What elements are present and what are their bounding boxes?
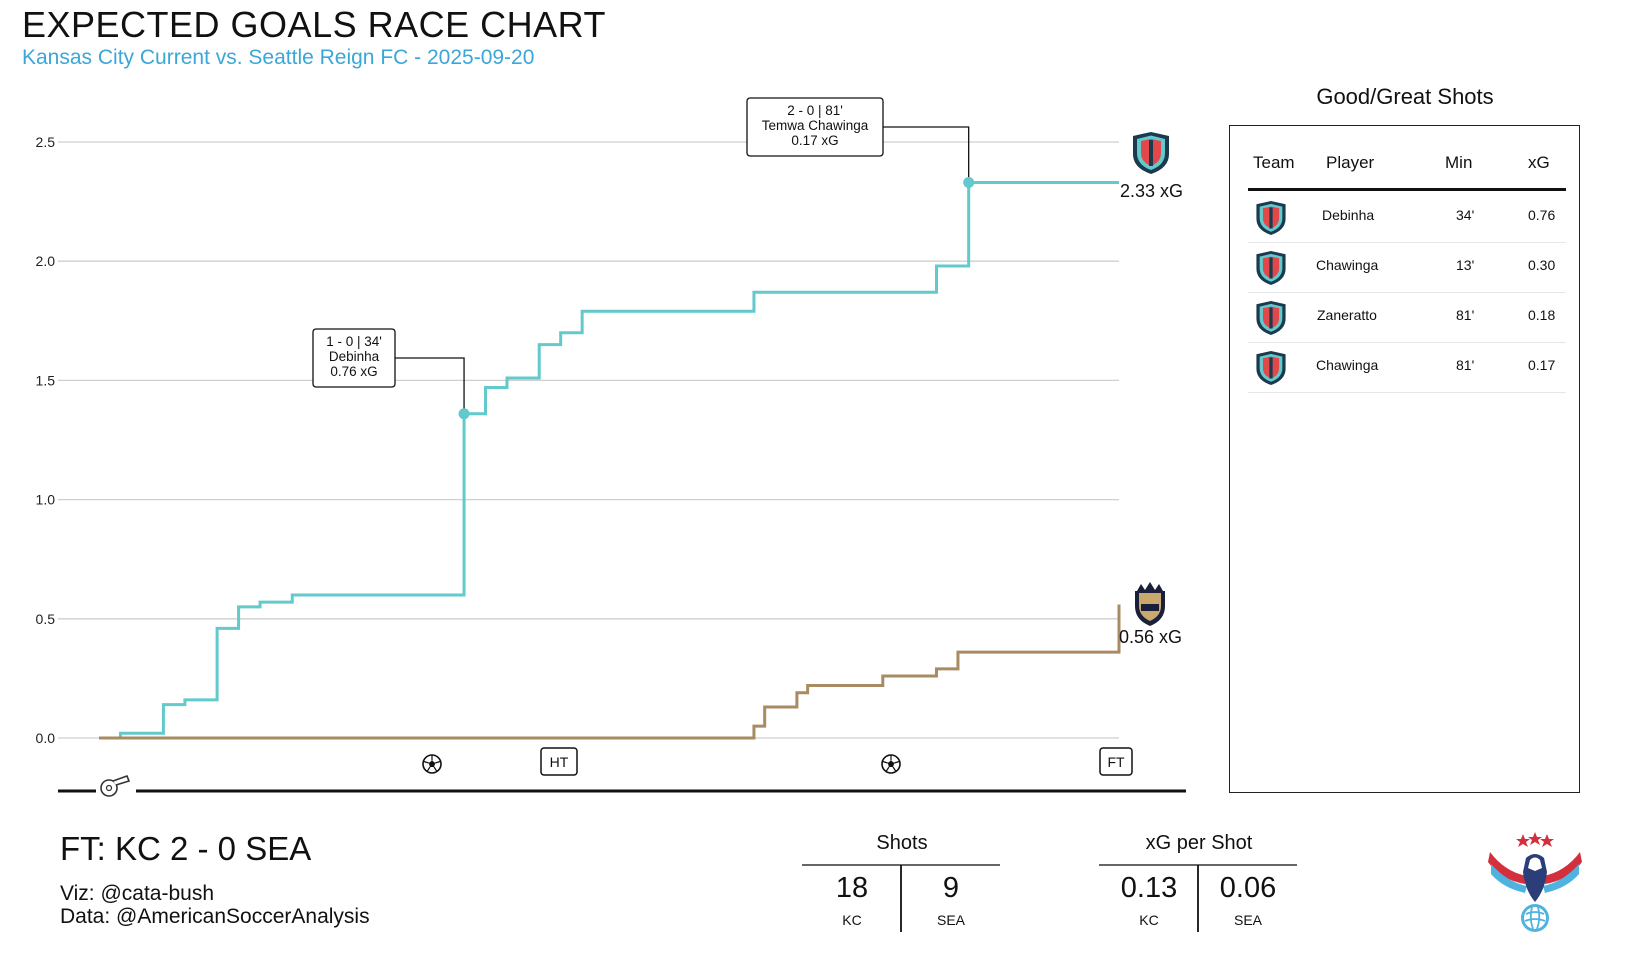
final-score: FT: KC 2 - 0 SEA xyxy=(60,830,312,867)
kc-team-badge xyxy=(1256,201,1286,235)
player-name: Chawinga xyxy=(1316,357,1379,373)
sea-end-label: 0.56 xG xyxy=(1119,627,1182,647)
header-player: Player xyxy=(1326,153,1375,172)
chart-subtitle: Kansas City Current vs. Seattle Reign FC… xyxy=(22,46,535,69)
kc-team-badge xyxy=(1256,301,1286,335)
shot-minute: 81' xyxy=(1456,357,1475,373)
annotation-text: Debinha xyxy=(329,349,380,364)
halftime-marker: HT xyxy=(540,747,578,776)
whistle-icon xyxy=(96,771,136,801)
header-min: Min xyxy=(1445,153,1473,172)
fulltime-label: FT xyxy=(1107,754,1125,770)
player-name: Debinha xyxy=(1322,207,1375,223)
kc-xg-per-shot-label: KC xyxy=(1139,912,1159,928)
header-team: Team xyxy=(1253,153,1295,172)
kc-end-badge xyxy=(1133,132,1169,174)
kc-xg-per-shot-value: 0.13 xyxy=(1120,872,1178,904)
annotation-box xyxy=(746,97,884,157)
shot-minute: 81' xyxy=(1456,307,1475,323)
xg-line-sea xyxy=(99,604,1121,740)
xg-step-lines xyxy=(99,181,1121,740)
shot-minute: 34' xyxy=(1456,207,1475,223)
goal-point xyxy=(458,408,470,420)
table-row: Chawinga 13' 0.30 xyxy=(1248,242,1566,293)
sea-shots-value: 9 xyxy=(942,872,960,904)
table-row: Zaneratto 81' 0.18 xyxy=(1248,292,1566,343)
y-tick-label: 0.0 xyxy=(36,730,56,746)
annotation-leader xyxy=(395,357,465,414)
annotation-text: Temwa Chawinga xyxy=(762,118,869,133)
y-tick-labels: 0.0 0.5 1.0 1.5 2.0 2.5 xyxy=(36,134,56,746)
kc-team-badge xyxy=(1256,251,1286,285)
viz-credit: Viz: @cata-bush xyxy=(60,882,215,905)
fulltime-marker: FT xyxy=(1099,747,1133,776)
y-tick-label: 2.0 xyxy=(36,253,56,269)
american-soccer-analysis-logo xyxy=(1488,832,1582,932)
shot-minute: 13' xyxy=(1456,257,1475,273)
y-tick-label: 2.5 xyxy=(36,134,56,150)
player-name: Chawinga xyxy=(1316,257,1379,273)
sea-shots-label: SEA xyxy=(936,912,965,928)
sea-xg-per-shot-value: 0.06 xyxy=(1219,872,1277,904)
goal-ball-icon xyxy=(422,754,442,774)
annotation-text: 0.17 xG xyxy=(791,133,838,148)
table-row: Debinha 34' 0.76 xyxy=(1248,192,1566,243)
xg-line-kc xyxy=(99,181,1119,740)
y-tick-label: 1.5 xyxy=(36,372,56,388)
annotation-box xyxy=(312,328,396,388)
xg-per-shot-title: xG per Shot xyxy=(1145,832,1253,854)
header-xg: xG xyxy=(1528,153,1550,172)
kc-team-badge xyxy=(1256,351,1286,385)
shot-xg: 0.76 xyxy=(1528,207,1556,223)
chart-title: EXPECTED GOALS RACE CHART xyxy=(22,4,606,45)
sea-end-badge xyxy=(1135,582,1165,626)
annotation-text: 2 - 0 | 81' xyxy=(787,103,843,118)
goal-ball-icon xyxy=(881,754,901,774)
y-tick-label: 1.0 xyxy=(36,492,56,508)
annotation-text: 0.76 xG xyxy=(330,364,377,379)
data-credit: Data: @AmericanSoccerAnalysis xyxy=(60,905,370,928)
table-row: Chawinga 81' 0.17 xyxy=(1248,342,1566,393)
kc-end-label: 2.33 xG xyxy=(1120,181,1183,201)
shots-panel-title: Good/Great Shots xyxy=(1316,84,1494,109)
header-rule xyxy=(1248,188,1566,191)
shot-xg: 0.30 xyxy=(1528,257,1556,273)
shots-panel: Team Player Min xG Debinha 34' 0.76 Chaw… xyxy=(1229,125,1580,793)
shots-stat-title: Shots xyxy=(876,832,928,854)
halftime-label: HT xyxy=(550,754,569,770)
y-tick-label: 0.5 xyxy=(36,611,56,627)
shot-xg: 0.18 xyxy=(1528,307,1556,323)
sea-xg-per-shot-label: SEA xyxy=(1233,912,1262,928)
shot-xg: 0.17 xyxy=(1528,357,1556,373)
kc-shots-label: KC xyxy=(842,912,862,928)
annotation-text: 1 - 0 | 34' xyxy=(326,334,382,349)
goal-point xyxy=(963,177,975,189)
annotation-leader xyxy=(883,126,970,183)
kc-shots-value: 18 xyxy=(835,872,869,904)
player-name: Zaneratto xyxy=(1317,307,1377,323)
